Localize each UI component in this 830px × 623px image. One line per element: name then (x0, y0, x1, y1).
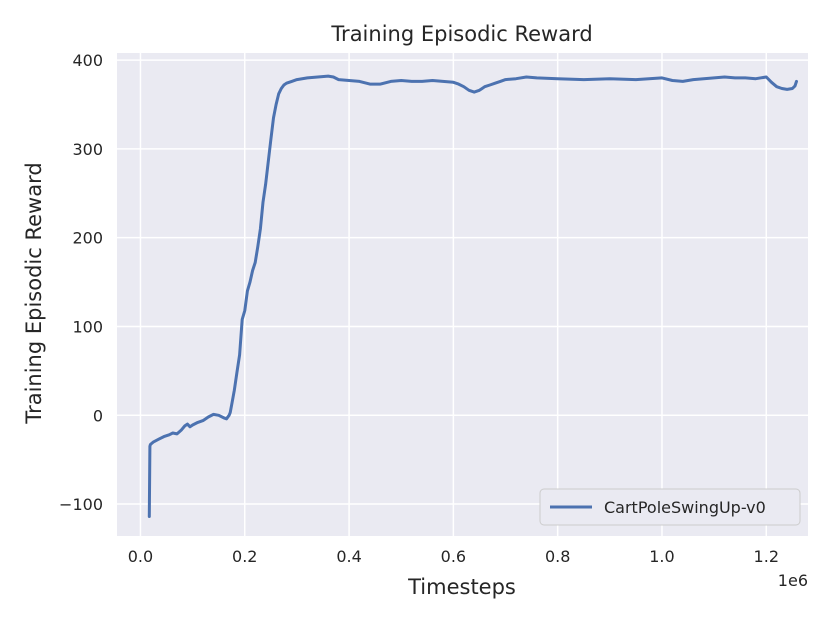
legend-frame (539, 488, 801, 526)
y-axis-ticks: −100 0 100 200 300 400 (59, 51, 103, 514)
y-axis-label: Training Episodic Reward (22, 162, 46, 424)
chart-title: Training Episodic Reward (330, 22, 592, 46)
grid-lines (117, 53, 808, 536)
y-tick-label: 400 (72, 51, 103, 70)
y-tick-label: 200 (72, 229, 103, 248)
y-tick-label: −100 (59, 495, 103, 514)
y-tick-label: 300 (72, 140, 103, 159)
legend-label: CartPoleSwingUp-v0 (604, 498, 766, 517)
x-axis-label: Timesteps (407, 575, 516, 599)
x-axis-offset-text: 1e6 (778, 571, 808, 590)
y-tick-label: 100 (72, 317, 103, 336)
legend: CartPoleSwingUp-v0 (539, 488, 801, 526)
x-tick-label: 0.2 (232, 547, 257, 566)
x-tick-label: 1.2 (754, 547, 779, 566)
series-line-cartpoleswingup (147, 74, 798, 518)
plot-area (117, 53, 808, 536)
x-tick-label: 0.0 (128, 547, 153, 566)
y-tick-label: 0 (93, 406, 103, 425)
x-tick-label: 0.4 (336, 547, 361, 566)
x-tick-label: 0.6 (441, 547, 466, 566)
x-tick-label: 0.8 (545, 547, 570, 566)
x-axis-ticks: 0.0 0.2 0.4 0.6 0.8 1.0 1.2 (128, 547, 779, 566)
x-tick-label: 1.0 (649, 547, 674, 566)
